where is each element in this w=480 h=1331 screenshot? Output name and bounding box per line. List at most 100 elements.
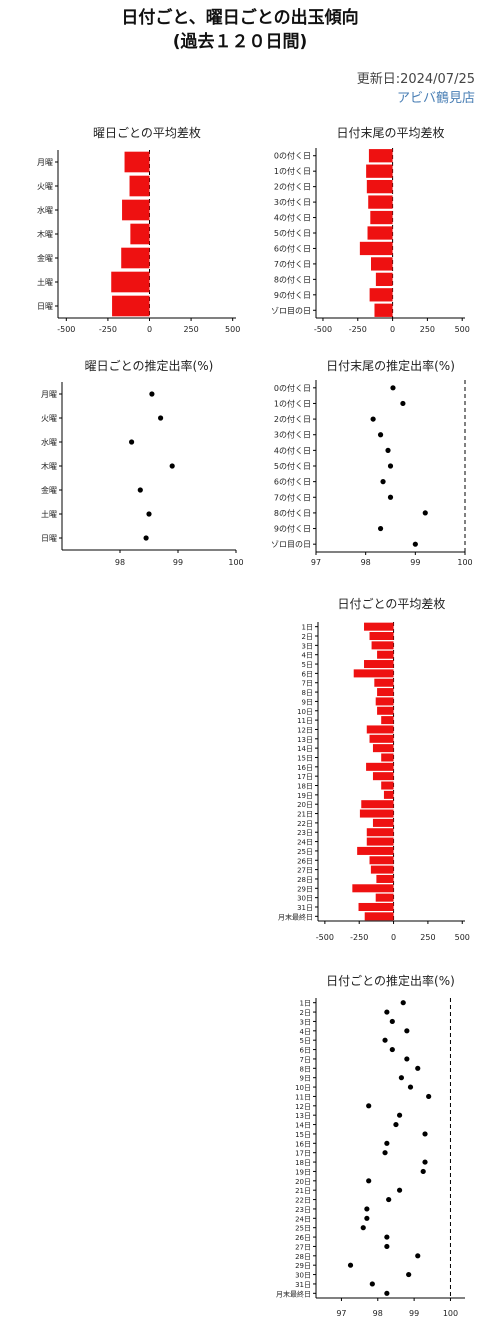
date-diff-bar — [375, 697, 394, 706]
date-diff-bar — [364, 660, 394, 669]
date-rate-category-label: 24日 — [295, 1215, 311, 1223]
date-diff-category-label: 22日 — [297, 820, 313, 828]
weekday-diff-x-tick-label: 250 — [183, 325, 198, 334]
weekday-diff-bar — [121, 247, 150, 269]
digit-diff-bar — [366, 179, 393, 194]
date-diff-bar — [364, 622, 394, 631]
date-rate-category-label: 月末最終日 — [276, 1289, 311, 1298]
date-rate-category-label: 17日 — [295, 1150, 311, 1158]
date-diff-category-label: 30日 — [297, 895, 313, 903]
date-diff-category-label: 26日 — [297, 857, 313, 865]
date-rate-point — [415, 1253, 421, 1259]
date-diff-bar — [381, 716, 394, 725]
digit-diff-category-label: 3の付く日 — [274, 197, 311, 207]
date-rate-x-tick-label: 99 — [409, 1309, 419, 1318]
date-rate-point — [420, 1168, 426, 1175]
digit-rate-point — [387, 463, 394, 469]
date-rate-category-label: 2日 — [300, 1009, 311, 1017]
date-diff-bar — [372, 818, 394, 827]
digit-rate-category-label: ゾロ目の日 — [271, 540, 311, 549]
digit-rate-title: 日付末尾の推定出率(%) — [326, 358, 455, 373]
digit-diff-x-tick-label: 500 — [455, 325, 470, 334]
date-diff-category-label: 4日 — [302, 652, 313, 660]
date-rate-category-label: 5日 — [300, 1037, 311, 1045]
date-diff-category-label: 28日 — [297, 876, 313, 884]
date-rate-category-label: 10日 — [295, 1084, 311, 1092]
date-rate-point — [415, 1065, 421, 1071]
date-rate-point — [366, 1178, 372, 1184]
date-rate-point — [382, 1150, 388, 1156]
date-diff-category-label: 3日 — [302, 642, 313, 650]
digit-diff-bar — [368, 195, 393, 209]
weekday-diff-category-label: 水曜 — [37, 205, 53, 215]
date-diff-category-label: 20日 — [297, 801, 313, 809]
date-rate-point — [384, 1009, 390, 1015]
date-diff-category-label: 29日 — [297, 885, 313, 893]
date-rate-category-label: 11日 — [295, 1093, 311, 1101]
date-diff-bar — [372, 744, 394, 753]
date-diff-category-label: 16日 — [297, 764, 313, 772]
title-line-1: 日付ごと、曜日ごとの出玉傾向 — [121, 8, 359, 28]
date-diff-category-label: 31日 — [297, 904, 313, 912]
date-rate-point — [389, 1018, 395, 1025]
digit-rate-category-label: 8の付く日 — [274, 508, 311, 518]
date-diff-category-label: 10日 — [297, 708, 313, 716]
date-diff-bar — [370, 865, 394, 874]
weekday-diff-x-tick-label: 500 — [225, 325, 240, 334]
store-link[interactable]: アビバ鶴見店 — [396, 91, 475, 106]
date-rate-point — [366, 1103, 372, 1109]
date-diff-category-label: 6日 — [302, 670, 313, 678]
date-diff-bar — [366, 725, 394, 734]
digit-rate-category-label: 5の付く日 — [274, 461, 311, 471]
date-diff-category-label: 14日 — [297, 745, 313, 753]
digit-rate-point — [412, 541, 418, 547]
weekday-rate-category-label: 日曜 — [41, 534, 57, 543]
date-diff-title: 日付ごとの平均差枚 — [338, 596, 446, 611]
digit-diff-category-label: 9の付く日 — [274, 290, 311, 300]
date-diff-bar — [369, 734, 394, 743]
digit-diff-title: 日付末尾の平均差枚 — [336, 125, 444, 140]
digit-diff-x-tick-label: 250 — [420, 325, 435, 334]
date-diff-bar — [366, 828, 394, 837]
digit-rate-point — [400, 400, 406, 407]
date-rate-title: 日付ごとの推定出率(%) — [326, 973, 455, 988]
date-diff-category-label: 17日 — [297, 773, 313, 781]
date-diff-bar — [381, 781, 394, 790]
date-diff-bar — [377, 650, 394, 659]
digit-diff-bar — [367, 226, 393, 240]
digit-diff-category-label: 7の付く日 — [274, 259, 311, 269]
date-rate-category-label: 7日 — [300, 1056, 311, 1064]
digit-rate-category-label: 9の付く日 — [274, 524, 311, 534]
digit-rate-category-label: 1の付く日 — [274, 398, 311, 408]
date-rate-category-label: 25日 — [295, 1225, 311, 1233]
date-diff-category-label: 12日 — [297, 726, 313, 734]
weekday-diff-x-tick-label: 0 — [147, 325, 152, 334]
date-diff-bar — [372, 772, 394, 781]
date-rate-point — [347, 1262, 354, 1268]
date-diff-bar — [366, 762, 394, 771]
date-diff-x-tick-label: 250 — [420, 933, 435, 942]
weekday-diff-category-label: 金曜 — [37, 253, 53, 263]
date-diff-bar — [366, 837, 394, 846]
weekday-diff-bar — [130, 223, 150, 245]
date-rate-category-label: 21日 — [295, 1187, 311, 1195]
date-diff-bar — [361, 800, 394, 809]
weekday-rate-point — [137, 487, 143, 493]
date-diff-category-label: 27日 — [297, 867, 313, 875]
date-diff-bar — [358, 902, 394, 912]
digit-diff-category-label: 6の付く日 — [274, 243, 311, 253]
date-rate-point — [426, 1093, 432, 1100]
digit-diff-x-tick-label: 0 — [390, 325, 395, 334]
weekday-diff-bar — [122, 199, 150, 221]
digit-rate-category-label: 6の付く日 — [274, 477, 311, 487]
date-rate-category-label: 9日 — [300, 1075, 311, 1083]
weekday-diff-title: 曜日ごとの平均差枚 — [93, 125, 201, 140]
digit-diff-category-label: 5の付く日 — [274, 228, 311, 238]
date-diff-x-tick-label: 500 — [455, 933, 470, 942]
weekday-rate-x-tick-label: 100 — [228, 558, 243, 567]
date-rate-point — [389, 1046, 395, 1053]
date-diff-bar — [371, 641, 394, 650]
digit-diff-bar — [366, 164, 393, 178]
date-rate-x-tick-label: 100 — [443, 1309, 458, 1318]
digit-rate-point — [385, 447, 391, 453]
